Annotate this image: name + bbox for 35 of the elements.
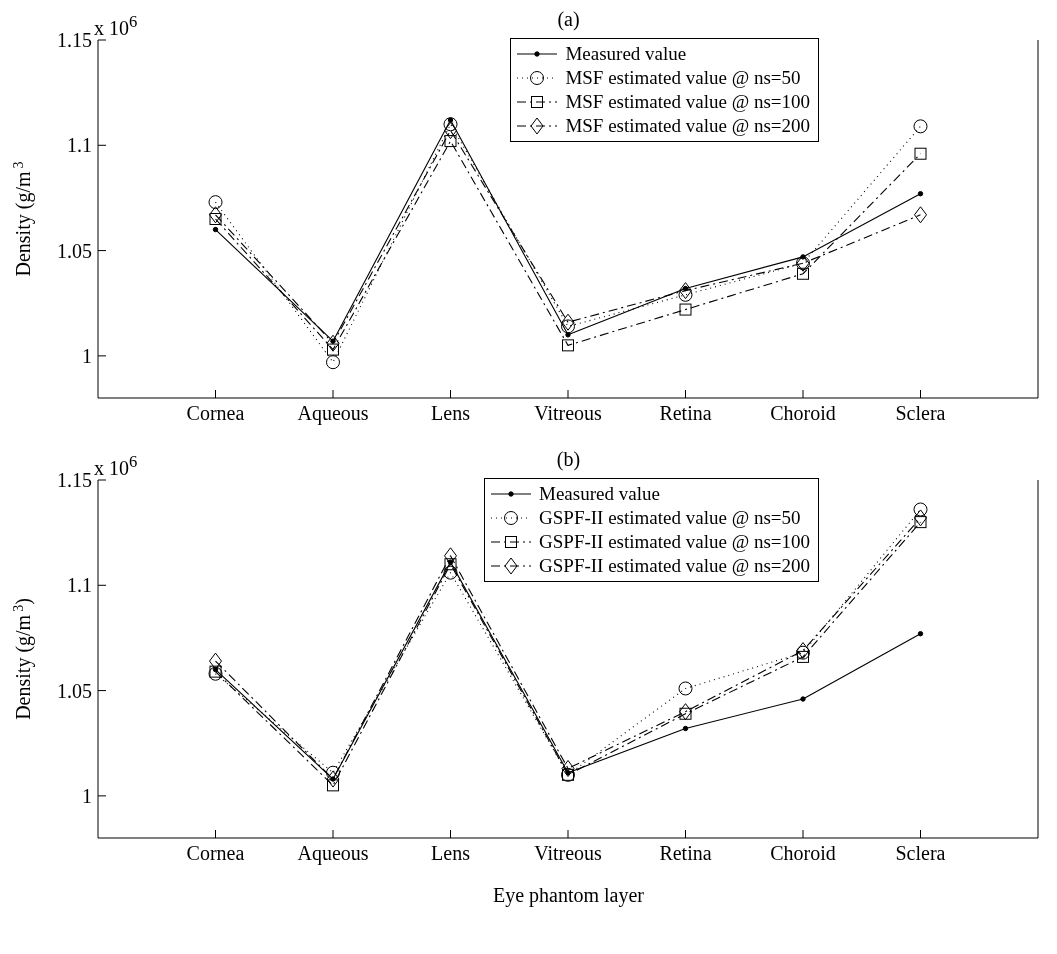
y-tick-label: 1.15 [57,469,92,492]
x-tick-label: Choroid [770,402,836,425]
y-tick-label: 1.1 [67,134,92,157]
chart-title: (a) [557,8,580,30]
y-tick-label: 1 [82,344,92,367]
x-tick-label: Sclera [895,842,946,865]
y-tick-label: 1 [82,784,92,807]
x-tick-label: Retina [659,402,712,425]
legend-label: MSF estimated value @ ns=50 [565,66,801,90]
x-tick-label: Lens [431,402,471,425]
legend-label: GSPF-II estimated value @ ns=200 [539,554,810,578]
x-tick-label: Aqueous [297,842,369,866]
chart-title: (b) [556,448,581,470]
x-tick-label: Lens [431,842,471,865]
legend-label: Measured value [565,42,687,66]
y-tick-label: 1.1 [67,574,92,597]
legend-label: MSF estimated value @ ns=200 [565,114,810,138]
y-tick-label: 1.05 [57,679,92,702]
y-tick-label: 1.15 [57,29,92,52]
legend-label: Measured value [539,482,660,506]
x-tick-label: Vitreous [534,842,603,865]
x-tick-label: Retina [659,842,712,865]
x-axis-title: Eye phantom layer [491,884,646,907]
x-tick-label: Aqueous [297,402,369,426]
x-tick-label: Vitreous [534,402,603,425]
y-tick-label: 1.05 [57,239,92,262]
text: x 10$^{6}$ [94,452,138,479]
legend-label: GSPF-II estimated value @ ns=100 [539,530,810,554]
legend-label: GSPF-II estimated value @ ns=50 [539,506,801,530]
x-tick-label: Choroid [770,842,836,865]
x-tick-label: Cornea [186,842,245,865]
text: x 10$^{6}$ [94,12,138,39]
legend-label: MSF estimated value @ ns=100 [565,90,810,114]
x-tick-label: Sclera [895,402,946,425]
x-tick-label: Cornea [186,402,245,425]
